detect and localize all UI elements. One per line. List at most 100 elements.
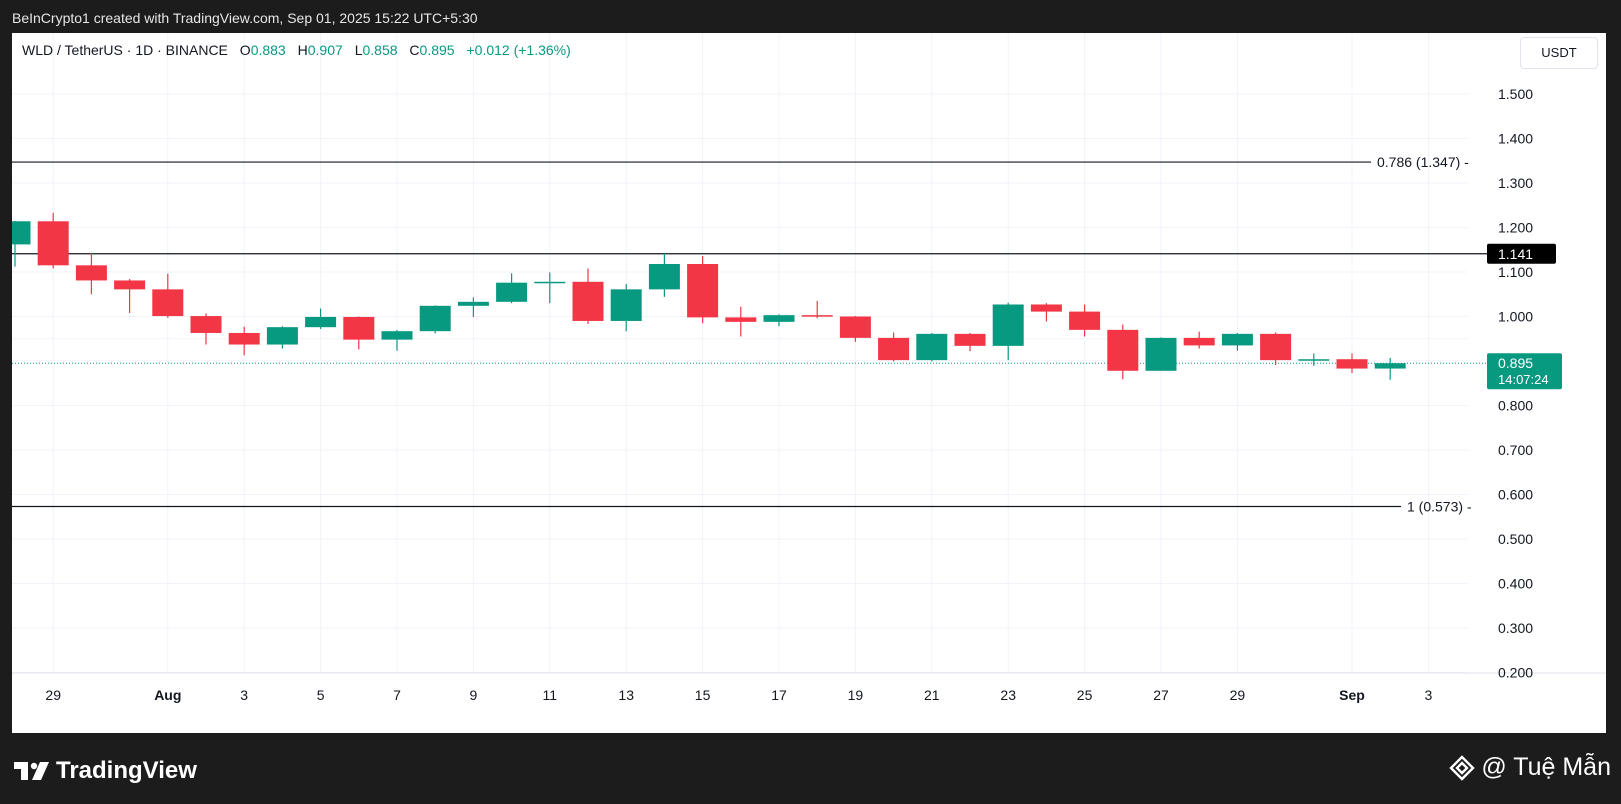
candle-body: [496, 282, 528, 302]
x-tick-label: 23: [1000, 687, 1016, 703]
candle-body: [228, 332, 260, 345]
x-tick-label: 7: [393, 687, 401, 703]
y-tick-label: 0.500: [1498, 531, 1533, 547]
top-caption-bar: BeInCrypto1 created with TradingView.com…: [0, 0, 1621, 36]
candles: [12, 212, 1406, 380]
last-price-label: 0.895: [1498, 355, 1533, 371]
candle-body: [37, 221, 69, 266]
candle-body: [190, 316, 222, 333]
y-tick-label: 0.600: [1498, 487, 1533, 503]
open-value: 0.883: [250, 42, 286, 58]
candle-body: [12, 221, 31, 245]
y-tick-label: 1.300: [1498, 175, 1533, 191]
candle-body: [266, 327, 298, 345]
candle-body: [1298, 359, 1330, 361]
x-tick-label: 11: [543, 687, 558, 703]
candle-body: [725, 317, 757, 322]
candle-body: [687, 263, 719, 318]
candle-body: [1069, 311, 1101, 330]
candle-body: [1221, 333, 1253, 346]
candle-body: [343, 316, 375, 340]
x-tick-label: 27: [1153, 687, 1169, 703]
candle-body: [75, 265, 107, 281]
resistance-price-badge: [1487, 243, 1556, 264]
candle-body: [152, 289, 184, 317]
symbol-name: WLD / TetherUS · 1D · BINANCE: [22, 42, 228, 58]
y-tick-label: 0.400: [1498, 576, 1533, 592]
candle-body: [992, 304, 1024, 346]
candle-body: [534, 281, 566, 284]
candle-body: [1260, 333, 1292, 361]
candle-body: [878, 337, 910, 361]
y-tick-label: 0.300: [1498, 620, 1533, 636]
high-key: H: [297, 42, 308, 58]
x-tick-label: 9: [470, 687, 478, 703]
y-tick-label: 1.100: [1498, 264, 1533, 280]
candle-body: [572, 281, 604, 321]
candle-body: [916, 333, 948, 361]
candle-body: [1183, 337, 1215, 346]
candle-body: [610, 289, 642, 321]
candle-body: [381, 331, 413, 340]
candle-body: [763, 315, 795, 322]
candle-body: [1336, 359, 1368, 369]
currency-unit-button[interactable]: USDT: [1520, 37, 1598, 69]
x-tick-label: Aug: [154, 687, 181, 703]
resistance-price-label: 1.141: [1498, 246, 1533, 262]
x-tick-label: 25: [1077, 687, 1093, 703]
candle-body: [305, 316, 337, 328]
y-tick-label: 1.500: [1498, 86, 1533, 102]
x-tick-label: 3: [1425, 687, 1433, 703]
x-tick-label: 3: [240, 687, 248, 703]
x-tick-label: 29: [45, 687, 61, 703]
x-tick-label: 19: [848, 687, 864, 703]
last-price-badge: [1487, 353, 1562, 390]
y-tick-label: 0.800: [1498, 398, 1533, 414]
candle-body: [801, 315, 833, 317]
high-value: 0.907: [307, 42, 343, 58]
symbol-legend: WLD / TetherUS · 1D · BINANCE O0.883 H0.…: [22, 42, 571, 58]
y-tick-label: 1.400: [1498, 131, 1533, 147]
author-watermark: @ Tuệ Mẫn: [1449, 753, 1611, 782]
candle-body: [648, 263, 680, 290]
y-tick-label: 0.200: [1498, 665, 1533, 681]
y-tick-label: 1.200: [1498, 220, 1533, 236]
candle-body: [839, 316, 871, 338]
fib-level-label: 1 (0.573) -: [1407, 499, 1472, 515]
price-axis: 1.500 1.400 1.300 1.200 1.100 1.000 0.800 0.700…: [1498, 86, 1533, 681]
tradingview-logo[interactable]: TradingView: [14, 757, 197, 785]
x-tick-label: 5: [317, 687, 325, 703]
creation-caption: BeInCrypto1 created with TradingView.com…: [12, 10, 478, 26]
candle-body: [457, 301, 489, 306]
open-key: O: [239, 42, 251, 58]
x-tick-label: 15: [695, 687, 711, 703]
x-tick-label: 29: [1230, 687, 1246, 703]
chart-panel[interactable]: 0.786 (1.347) -1.141 1 (0.573) -0.895 14:0…: [12, 33, 1606, 733]
change-value: +0.012 (+1.36%): [466, 42, 571, 58]
close-key: C: [409, 42, 420, 58]
candle-body: [114, 280, 146, 290]
candle-body: [419, 305, 451, 332]
y-tick-label: 1.000: [1498, 309, 1533, 325]
x-tick-label: 13: [618, 687, 634, 703]
x-tick-label: 21: [924, 687, 940, 703]
candle-body: [1374, 363, 1406, 369]
watermark-text: @ Tuệ Mẫn: [1481, 753, 1611, 781]
fib-level-label: 0.786 (1.347) -: [1377, 154, 1469, 170]
tradingview-brand-text: TradingView: [56, 757, 197, 784]
x-tick-label: 17: [771, 687, 787, 703]
grid-lines: [12, 33, 1606, 674]
candle-body: [1145, 337, 1177, 371]
candle-body: [1107, 329, 1139, 371]
time-axis: 29 Aug 3 5 7 9 11 13 15 17 19 21 23 25 27 29 Sep 3: [45, 687, 1432, 703]
close-value: 0.895: [419, 42, 455, 58]
y-tick-label: 0.700: [1498, 442, 1533, 458]
candle-body: [954, 333, 986, 346]
x-tick-label: Sep: [1339, 687, 1365, 703]
binance-diamond-icon: [1449, 754, 1476, 781]
low-key: L: [354, 42, 363, 58]
low-value: 0.858: [362, 42, 398, 58]
bar-countdown-label: 14:07:24: [1498, 372, 1549, 387]
fib-levels: 0.786 (1.347) - 1.141 1 (0.573) - 0.89514:0…: [12, 154, 1562, 515]
